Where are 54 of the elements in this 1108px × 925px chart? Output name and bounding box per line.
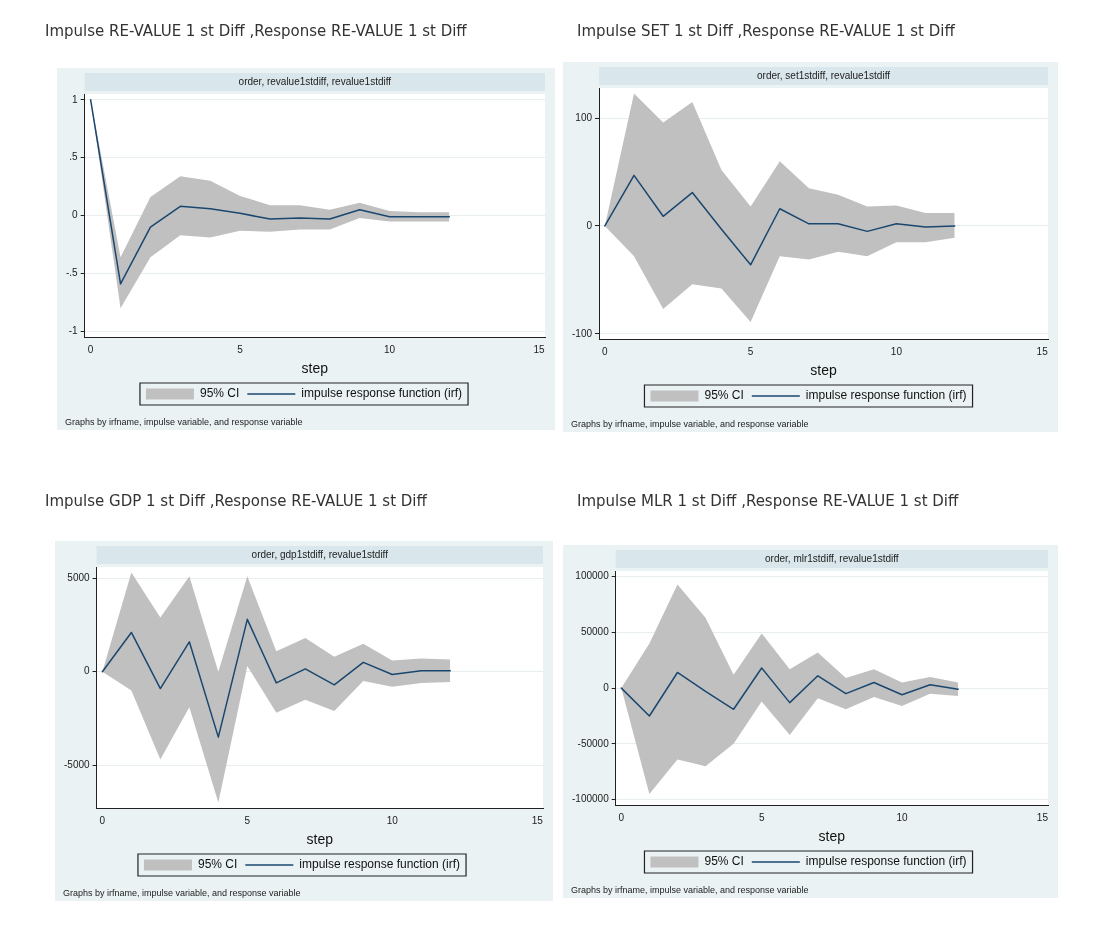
x-tick-label: 5 xyxy=(758,811,765,823)
text: Graphs by irfname, impulse variable, and response variable xyxy=(65,417,303,427)
legend-label: 95% CI xyxy=(199,386,240,401)
y-tick-label: 0 xyxy=(84,665,91,677)
y-tick-label: 0 xyxy=(603,681,610,693)
legend-label: impulse response function (irf) xyxy=(805,854,967,869)
legend-label: impulse response function (irf) xyxy=(299,857,461,872)
chart-subtitle: order, gdp1stdiff, revalue1stdiff xyxy=(251,548,389,560)
chart-subtitle: order, set1stdiff, revalue1stdiff xyxy=(756,69,891,81)
y-tick-label: -100000 xyxy=(572,793,610,805)
text: Graphs by irfname, impulse variable, and response variable xyxy=(571,885,809,895)
chart-title: Impulse SET 1 st Diff ,Response RE-VALUE 1 st Diff xyxy=(577,22,955,40)
legend-label: 95% CI xyxy=(704,854,744,869)
text: Graphs by irfname, impulse variable, and response variable xyxy=(63,888,301,898)
x-tick-label: 0 xyxy=(618,811,625,823)
legend-label: impulse response function (irf) xyxy=(301,386,463,401)
chart-subtitle: order, mlr1stdiff, revalue1stdiff xyxy=(765,552,899,564)
x-tick-label: 0 xyxy=(99,814,106,826)
y-tick-label: -5000 xyxy=(64,758,91,770)
x-axis-title: step xyxy=(306,831,334,848)
x-tick-label: 5 xyxy=(747,345,754,357)
legend-label: 95% CI xyxy=(197,857,238,872)
x-axis-title: step xyxy=(810,362,837,379)
y-tick-label: -100 xyxy=(572,327,593,339)
x-tick-label: 5 xyxy=(244,814,251,826)
text: Graphs by irfname, impulse variable, and response variable xyxy=(571,419,809,429)
chart-subtitle: order, revalue1stdiff, revalue1stdiff xyxy=(238,75,392,87)
x-axis-title: step xyxy=(818,828,846,845)
x-tick-label: 15 xyxy=(1036,345,1049,357)
x-tick-label: 10 xyxy=(384,343,396,355)
y-tick-label: 0 xyxy=(586,219,593,231)
x-tick-label: 10 xyxy=(896,811,909,823)
x-tick-label: 10 xyxy=(386,814,399,826)
chart-title: Impulse MLR 1 st Diff ,Response RE-VALUE 1 st Diff xyxy=(577,492,959,510)
x-tick-label: 15 xyxy=(531,814,544,826)
y-tick-label: 1 xyxy=(72,93,79,105)
x-tick-label: 10 xyxy=(890,345,903,357)
chart-title: Impulse RE-VALUE 1 st Diff ,Response RE-VALUE 1 st Diff xyxy=(45,22,467,40)
y-tick-label: -50000 xyxy=(577,737,610,749)
chart-title: Impulse GDP 1 st Diff ,Response RE-VALUE 1 st Diff xyxy=(45,492,427,510)
x-tick-label: 15 xyxy=(1036,811,1049,823)
legend-label: 95% CI xyxy=(704,388,744,403)
y-tick-label: -1 xyxy=(68,325,79,337)
y-tick-label: 100000 xyxy=(575,570,610,582)
y-tick-label: 0 xyxy=(72,209,79,221)
y-tick-label: .5 xyxy=(69,151,79,163)
y-tick-label: 5000 xyxy=(67,571,91,583)
y-tick-label: 50000 xyxy=(580,626,610,638)
x-tick-label: 5 xyxy=(237,343,244,355)
x-axis-title: step xyxy=(301,360,329,377)
y-tick-label: -.5 xyxy=(66,267,79,279)
x-tick-label: 15 xyxy=(533,343,546,355)
y-tick-label: 100 xyxy=(575,111,593,123)
legend-label: impulse response function (irf) xyxy=(805,388,967,403)
